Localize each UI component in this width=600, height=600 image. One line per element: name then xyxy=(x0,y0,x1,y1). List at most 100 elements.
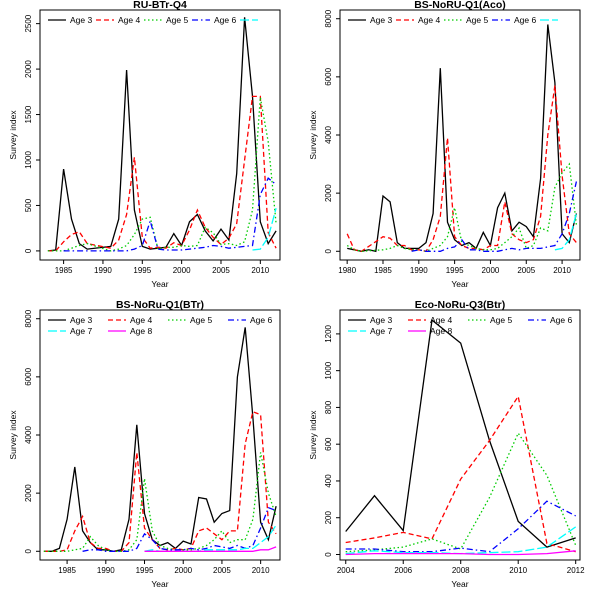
legend-label: Age 3 xyxy=(370,15,392,25)
legend-label: Age 3 xyxy=(70,15,92,25)
y-tick-label: 1500 xyxy=(24,105,33,123)
x-tick-label: 2000 xyxy=(482,266,500,275)
x-tick-label: 2005 xyxy=(212,266,230,275)
y-tick-label: 6000 xyxy=(24,367,33,385)
series-line-6 xyxy=(345,550,576,556)
series-line-2 xyxy=(346,85,577,253)
series-line-1 xyxy=(43,327,277,552)
x-tick-label: 2010 xyxy=(252,566,270,575)
x-tick-label: 1990 xyxy=(97,566,115,575)
legend-label: Age 8 xyxy=(430,326,452,336)
y-tick-label: 0 xyxy=(24,248,33,253)
x-axis-label: Year xyxy=(151,579,168,589)
y-axis-label: Survey index xyxy=(308,410,318,460)
chart-panel-3: BS-NoRu-Q1(BTr) 1985 1990 1995 2000 2005 2010 0… xyxy=(8,299,281,589)
y-tick-label: 200 xyxy=(324,511,333,525)
x-tick-label: 2004 xyxy=(337,566,355,575)
chart-panel-4: Eco-NoRu-Q3(Btr) 2004 2006 2008 2010 2012 0 200… xyxy=(308,299,585,589)
y-tick-label: 2000 xyxy=(324,184,333,202)
legend-label: Age 6 xyxy=(550,315,572,325)
legend-label: Age 3 xyxy=(370,315,392,325)
y-axis-label: Survey index xyxy=(8,410,18,460)
legend-label: Age 7 xyxy=(70,326,92,336)
x-tick-label: 1995 xyxy=(446,266,464,275)
legend-label: Age 3 xyxy=(70,315,92,325)
chart-title: BS-NoRu-Q1(BTr) xyxy=(116,299,204,311)
chart-panel-2: BS-NoRU-Q1(Aco) 1980 1985 1990 1995 2000 2005 2… xyxy=(308,0,581,289)
y-tick-label: 0 xyxy=(24,549,33,554)
legend-label: Age 7 xyxy=(370,326,392,336)
y-tick-label: 4000 xyxy=(24,426,33,444)
plot-frame xyxy=(339,9,581,261)
plot-frame xyxy=(39,9,281,261)
x-tick-label: 1985 xyxy=(58,566,76,575)
series-line-5 xyxy=(252,208,277,251)
x-tick-label: 1995 xyxy=(136,566,154,575)
x-tick-label: 2005 xyxy=(213,566,231,575)
series-line-5 xyxy=(144,524,277,552)
x-tick-label: 2000 xyxy=(173,266,191,275)
series-line-2 xyxy=(47,95,277,252)
legend-label: Age 6 xyxy=(514,15,536,25)
chart-panel-1: RU-BTr-Q4 1985 1990 1995 2000 2005 2010 0 500 100… xyxy=(8,0,281,289)
y-tick-label: 1200 xyxy=(324,324,333,342)
y-tick-label: 2000 xyxy=(24,60,33,78)
series-line-3 xyxy=(346,162,578,252)
series-line-3 xyxy=(345,431,577,553)
x-tick-label: 2000 xyxy=(174,566,192,575)
chart-title: RU-BTr-Q4 xyxy=(133,0,187,11)
y-tick-label: 1000 xyxy=(324,361,333,379)
x-tick-label: 1990 xyxy=(410,266,428,275)
x-tick-label: 2012 xyxy=(567,566,585,575)
series-line-1 xyxy=(345,318,576,548)
series-line-4 xyxy=(411,181,578,252)
x-tick-label: 2010 xyxy=(251,266,269,275)
legend-label: Age 4 xyxy=(430,315,452,325)
x-tick-label: 2010 xyxy=(509,566,527,575)
series-line-5 xyxy=(554,213,578,251)
y-axis-label: Survey index xyxy=(8,110,18,160)
x-tick-label: 2006 xyxy=(394,566,412,575)
y-tick-label: 0 xyxy=(324,552,333,557)
series-line-3 xyxy=(47,97,277,252)
y-tick-label: 1000 xyxy=(24,151,33,169)
y-tick-label: 2500 xyxy=(24,14,33,32)
x-tick-label: 2005 xyxy=(517,266,535,275)
y-tick-label: 2000 xyxy=(24,484,33,502)
x-tick-label: 1980 xyxy=(338,266,356,275)
x-tick-label: 1990 xyxy=(94,266,112,275)
series-line-3 xyxy=(43,452,277,552)
legend-label: Age 8 xyxy=(130,326,152,336)
y-tick-label: 8000 xyxy=(324,9,333,27)
x-tick-label: 1985 xyxy=(55,266,73,275)
legend-label: Age 4 xyxy=(118,15,140,25)
series-line-4 xyxy=(345,500,576,553)
series-line-1 xyxy=(47,17,277,252)
x-tick-label: 1995 xyxy=(133,266,151,275)
series-line-2 xyxy=(43,410,277,552)
series-line-6 xyxy=(144,546,277,552)
legend-label: Age 5 xyxy=(490,315,512,325)
legend-label: Age 4 xyxy=(130,315,152,325)
y-tick-label: 500 xyxy=(24,198,33,212)
legend-label: Age 5 xyxy=(166,15,188,25)
plot-frame xyxy=(39,309,281,561)
y-tick-label: 600 xyxy=(324,437,333,451)
y-tick-label: 0 xyxy=(324,249,333,254)
plot-frame xyxy=(339,309,581,561)
y-tick-label: 6000 xyxy=(324,67,333,85)
y-tick-label: 400 xyxy=(324,474,333,488)
legend-label: Age 6 xyxy=(214,15,236,25)
y-tick-label: 4000 xyxy=(324,126,333,144)
legend-label: Age 4 xyxy=(418,15,440,25)
y-tick-label: 800 xyxy=(324,400,333,414)
legend-label: Age 6 xyxy=(250,315,272,325)
legend-label: Age 5 xyxy=(190,315,212,325)
x-axis-label: Year xyxy=(451,579,468,589)
y-tick-label: 8000 xyxy=(24,309,33,327)
series-line-1 xyxy=(347,24,578,253)
chart-title: BS-NoRU-Q1(Aco) xyxy=(414,0,506,11)
x-tick-label: 2010 xyxy=(553,266,571,275)
x-tick-label: 2008 xyxy=(452,566,470,575)
